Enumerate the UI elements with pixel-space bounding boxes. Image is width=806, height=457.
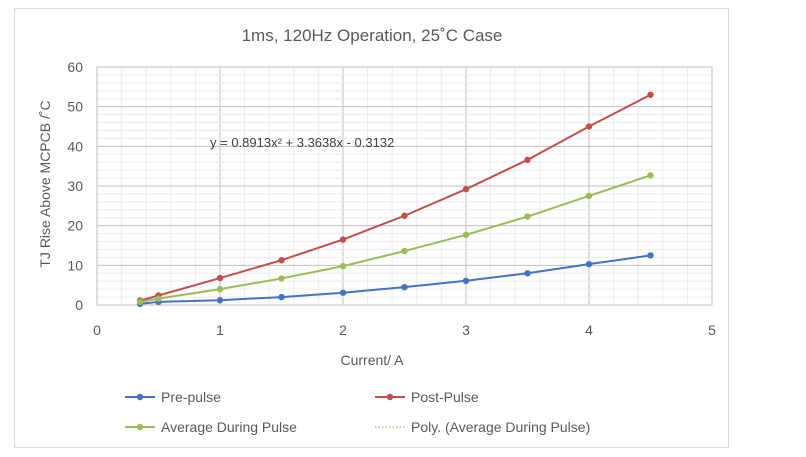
- data-point-post-pulse: [585, 123, 593, 130]
- legend-label-pre-pulse: Pre-pulse: [161, 389, 221, 405]
- y-tick-label: 50: [67, 99, 83, 115]
- data-point-average-during-pulse: [585, 192, 593, 200]
- trendline-equation: y = 0.8913x² + 3.3638x - 0.3132: [210, 135, 394, 150]
- plot-area-border: [96, 66, 713, 306]
- data-point-average-during-pulse: [136, 298, 144, 306]
- grid: [96, 66, 713, 306]
- data-point-post-pulse: [647, 91, 654, 98]
- data-point-average-during-pulse: [647, 172, 654, 179]
- legend-marker-post-pulse: [386, 393, 394, 401]
- data-point-pre-pulse: [462, 277, 470, 285]
- chart-frame: 0 1 2 3 4 5 0 10 20 30 40 50 60 1ms, 120Hz Operation…: [14, 8, 729, 448]
- data-point-post-pulse: [462, 185, 470, 193]
- legend-label-average-during-pulse: Average During Pulse: [161, 419, 297, 435]
- y-tick-label: 40: [67, 138, 83, 154]
- x-tick-label: 0: [93, 322, 101, 338]
- legend-marker-pre-pulse: [136, 393, 144, 401]
- y-tick-label: 0: [75, 297, 83, 313]
- data-point-pre-pulse: [647, 252, 654, 259]
- legend-label-poly-average-during-pulse: Poly. (Average During Pulse): [411, 419, 590, 435]
- y-tick-label: 30: [67, 178, 83, 194]
- x-axis-label: Current/ A: [340, 352, 404, 368]
- data-point-pre-pulse: [585, 260, 593, 268]
- data-point-average-during-pulse: [216, 285, 224, 293]
- data-point-pre-pulse: [401, 283, 408, 291]
- data-point-pre-pulse: [339, 289, 347, 296]
- y-tick-label: 10: [67, 257, 83, 273]
- x-tick-label: 4: [585, 322, 593, 338]
- x-tick-label: 5: [708, 322, 716, 338]
- series-line-pre-pulse: [139, 254, 651, 305]
- series-line-average-during-pulse: [139, 174, 651, 303]
- data-point-post-pulse: [524, 156, 531, 164]
- data-point-post-pulse: [339, 236, 347, 243]
- data-point-average-during-pulse: [155, 295, 162, 302]
- x-tick-label: 2: [339, 322, 347, 338]
- data-point-average-during-pulse: [524, 213, 531, 220]
- data-point-post-pulse: [401, 212, 408, 219]
- chart-title: 1ms, 120Hz Operation, 25˚C Case: [242, 26, 503, 45]
- series-line-post-pulse: [139, 93, 651, 302]
- data-point-pre-pulse: [524, 270, 531, 277]
- legend-label-post-pulse: Post-Pulse: [411, 389, 479, 405]
- data-point-post-pulse: [278, 256, 285, 264]
- y-tick-label: 20: [67, 218, 83, 234]
- data-point-average-during-pulse: [339, 262, 347, 270]
- series-layer: [136, 91, 654, 308]
- data-point-post-pulse: [216, 274, 224, 282]
- data-point-pre-pulse: [216, 297, 224, 304]
- y-tick-label: 60: [67, 59, 83, 75]
- legend-marker-average-during-pulse: [136, 423, 144, 431]
- data-point-average-during-pulse: [278, 275, 285, 282]
- data-point-average-during-pulse: [462, 231, 470, 238]
- y-axis-label: TJ Rise Above MCPCB /˚C: [37, 100, 53, 267]
- x-tick-label: 3: [462, 322, 470, 338]
- data-point-average-during-pulse: [401, 247, 408, 255]
- data-point-pre-pulse: [278, 293, 285, 301]
- x-tick-label: 1: [216, 322, 224, 338]
- legend: Pre-pulse Post-Pulse Average During Pulse P…: [125, 389, 590, 435]
